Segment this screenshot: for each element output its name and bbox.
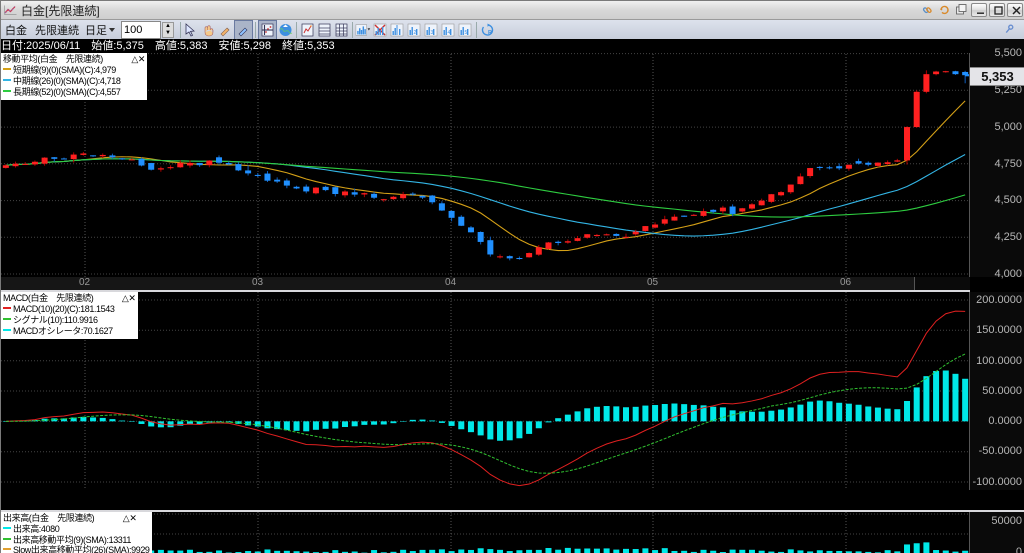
svg-text:R: R (488, 30, 492, 36)
